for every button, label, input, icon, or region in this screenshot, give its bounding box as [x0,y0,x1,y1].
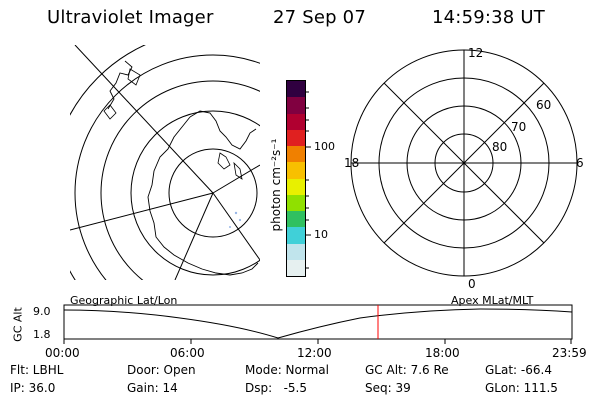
altitude-curve [63,308,573,339]
instrument-title: Ultraviolet Imager [47,7,214,28]
colorbar-segment [287,162,305,179]
info-glon: GLon: 111.5 [485,381,558,395]
mlat-label-80: 80 [492,140,508,154]
x-tick-0000: 00:00 [45,346,80,360]
colorbar-tick-10: 10 [314,228,328,241]
colorbar-segment [287,129,305,146]
info-mode: Mode: Normal [245,363,329,377]
time-label: 14:59:38 UT [432,7,545,28]
timeline-y-tick-bottom: 1.8 [33,328,51,341]
colorbar-segment [287,227,305,244]
colorbar-segment [287,81,305,98]
emission-dots [229,211,242,228]
colorbar-segment [287,243,305,260]
info-ip: IP: 36.0 [10,381,56,395]
mlat-label-70: 70 [511,120,527,134]
polar-plot [350,49,578,277]
meridian-line [212,192,260,261]
timeline-y-tick-top: 9.0 [33,305,51,318]
x-tick-2359: 23:59 [552,346,587,360]
colorbar-segment [287,259,305,276]
polar-diagonal [383,82,545,244]
meridian-line [70,192,214,231]
colorbar-segment [287,211,305,228]
colorbar-ticks [306,91,311,269]
colorbar-segment [287,178,305,195]
x-tick-0600: 06:00 [170,346,205,360]
mlat-label-60: 60 [536,98,552,112]
info-dsp: Dsp: -5.5 [245,381,308,395]
colorbar-tick-100: 100 [314,140,335,153]
mlt-label-12: 12 [468,46,484,60]
timeline-right-caption: Apex MLat/MLT [451,294,534,307]
info-door: Door: Open [127,363,196,377]
x-tick-1800: 18:00 [425,346,460,360]
latitude-circle [74,54,260,280]
mlt-label-18: 18 [344,156,360,170]
latitude-circle [100,80,260,280]
date-label: 27 Sep 07 [273,7,366,28]
timeline-left-caption: Geographic Lat/Lon [70,294,178,307]
info-seq: Seq: 39 [365,381,411,395]
antarctica-coastline [147,110,259,276]
info-flt: Flt: LBHL [10,363,64,377]
info-gain: Gain: 14 [127,381,178,395]
meridian-line [74,45,214,194]
color-bar [286,80,306,277]
timeline-plot [63,304,573,344]
x-tick-1200: 12:00 [297,346,332,360]
latitude-circle [168,148,258,238]
latitude-circle [70,45,146,280]
colorbar-segment [287,146,305,163]
geographic-map [70,45,260,280]
mlt-label-6: 6 [576,156,584,170]
colorbar-segment [287,97,305,114]
colorbar-unit-label: photon cm⁻²s⁻¹ [269,138,283,232]
mlt-label-0: 0 [468,277,476,291]
colorbar-segment [287,194,305,211]
coastline-islands [103,68,243,180]
info-gc-alt: GC Alt: 7.6 Re [365,363,449,377]
south-america-tip [107,60,133,110]
colorbar-segment [287,113,305,130]
meridian-line [212,164,260,194]
latitude-circle [130,110,260,276]
timeline-y-label: GC Alt [11,307,25,342]
meridian-line [174,192,214,280]
info-glat: GLat: -66.4 [485,363,552,377]
